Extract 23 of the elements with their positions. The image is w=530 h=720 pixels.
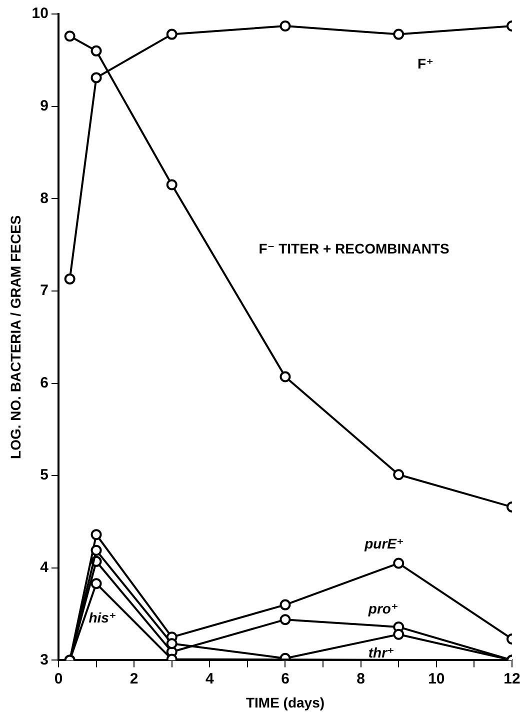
y-tick-label: 8 — [40, 190, 48, 207]
y-tick-label: 3 — [40, 651, 48, 668]
series-label: purE⁺ — [364, 536, 404, 552]
y-tick-label: 4 — [40, 559, 50, 576]
series-label: pro⁺ — [367, 600, 398, 616]
y-tick-label: 5 — [40, 466, 48, 484]
y-tick-label: 10 — [32, 5, 48, 22]
series-label: thr⁺ — [368, 644, 394, 661]
series-label: F⁺ — [418, 56, 434, 72]
x-tick-label: 2 — [130, 670, 138, 688]
x-tick-label: 10 — [428, 670, 445, 688]
x-tick-label: 0 — [54, 670, 63, 688]
y-tick-label: 9 — [40, 97, 48, 114]
x-tick-label: 6 — [281, 670, 290, 688]
x-tick-label: 8 — [356, 670, 365, 688]
x-tick-label: 4 — [205, 670, 214, 688]
y-tick-label: 6 — [40, 374, 48, 392]
x-axis-title: TIME (days) — [246, 694, 325, 710]
x-tick-label: 12 — [504, 670, 520, 688]
text: F⁻ TITER + RECOMBINANTS — [258, 240, 450, 256]
series-label: his⁺ — [88, 610, 116, 626]
y-tick-label: 7 — [40, 282, 48, 300]
y-axis-title: LOG. NO. BACTERIA / GRAM FECES — [7, 215, 24, 459]
